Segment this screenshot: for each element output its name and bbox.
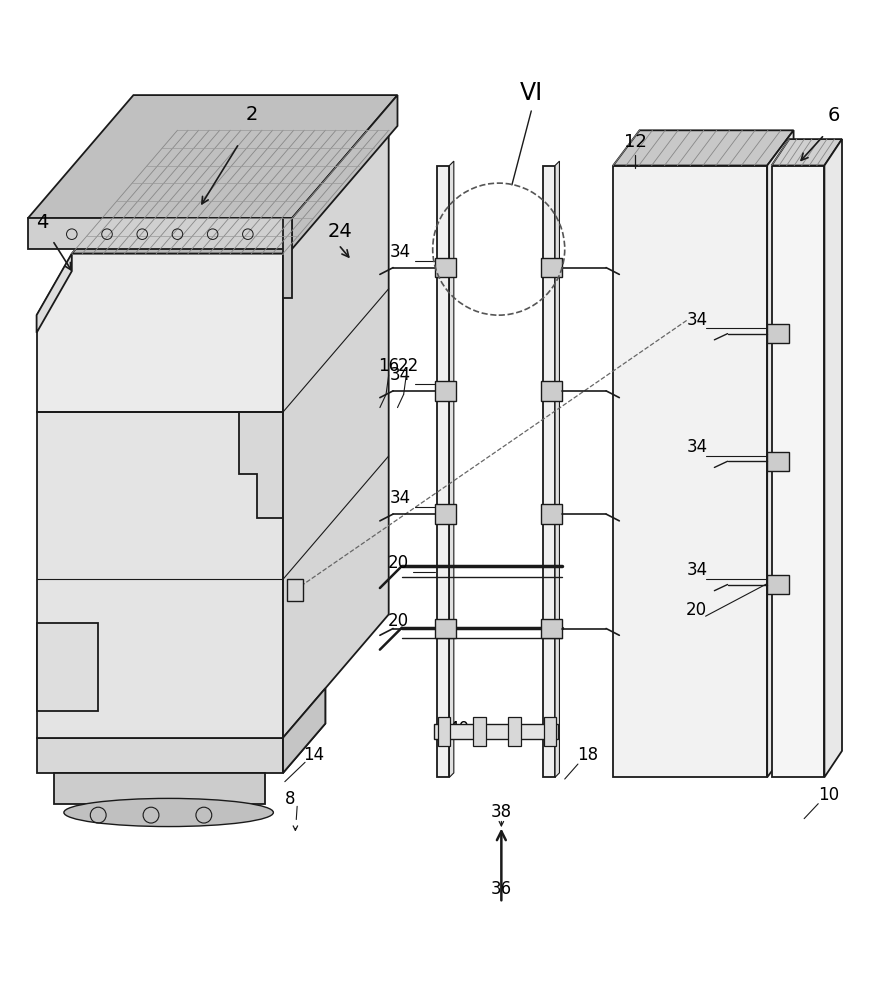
Polygon shape xyxy=(283,688,325,773)
Text: 34: 34 xyxy=(389,366,411,384)
Polygon shape xyxy=(825,139,842,777)
Text: 34: 34 xyxy=(389,243,411,261)
Polygon shape xyxy=(283,130,389,738)
Polygon shape xyxy=(36,412,283,738)
Text: VI: VI xyxy=(520,81,543,105)
Polygon shape xyxy=(555,161,560,777)
Text: 24: 24 xyxy=(328,222,352,241)
Polygon shape xyxy=(767,452,789,471)
Bar xyxy=(36,623,98,711)
Text: 2: 2 xyxy=(246,105,259,124)
Text: 4: 4 xyxy=(35,213,48,232)
Polygon shape xyxy=(36,254,283,412)
Bar xyxy=(437,166,449,777)
Text: 12: 12 xyxy=(623,133,646,151)
Text: 10: 10 xyxy=(819,786,840,804)
Polygon shape xyxy=(27,95,397,218)
Polygon shape xyxy=(239,412,283,518)
Text: 8: 8 xyxy=(285,790,295,808)
Text: 38: 38 xyxy=(491,803,512,821)
Bar xyxy=(544,717,556,746)
Polygon shape xyxy=(541,258,562,277)
Bar xyxy=(473,717,486,746)
Polygon shape xyxy=(613,130,794,166)
Bar xyxy=(509,717,521,746)
Text: 40: 40 xyxy=(449,720,470,738)
Text: 36: 36 xyxy=(491,880,512,898)
Polygon shape xyxy=(435,258,457,277)
Bar xyxy=(434,724,558,739)
Bar xyxy=(543,166,555,777)
Bar xyxy=(438,717,450,746)
Polygon shape xyxy=(435,381,457,401)
Text: 16: 16 xyxy=(378,357,399,375)
Text: 20: 20 xyxy=(388,554,409,572)
Polygon shape xyxy=(449,161,454,777)
Polygon shape xyxy=(27,218,292,249)
Polygon shape xyxy=(72,130,389,254)
Bar xyxy=(288,579,303,601)
Text: 20: 20 xyxy=(388,612,409,630)
Text: 20: 20 xyxy=(686,601,707,619)
Text: 18: 18 xyxy=(577,746,598,764)
Polygon shape xyxy=(36,254,72,333)
Polygon shape xyxy=(541,381,562,401)
Polygon shape xyxy=(767,130,794,777)
Text: 34: 34 xyxy=(389,489,411,507)
Text: 34: 34 xyxy=(686,438,707,456)
Polygon shape xyxy=(541,504,562,524)
Polygon shape xyxy=(767,575,789,594)
Text: 34: 34 xyxy=(686,561,707,579)
Bar xyxy=(613,166,767,777)
Polygon shape xyxy=(283,688,325,773)
Text: 22: 22 xyxy=(397,357,419,375)
Polygon shape xyxy=(36,738,283,773)
Polygon shape xyxy=(292,95,397,249)
Text: 6: 6 xyxy=(828,106,841,125)
Polygon shape xyxy=(435,504,457,524)
Ellipse shape xyxy=(64,798,274,827)
Polygon shape xyxy=(541,619,562,638)
Polygon shape xyxy=(772,139,842,166)
Polygon shape xyxy=(767,324,789,343)
Text: 14: 14 xyxy=(303,746,324,764)
Polygon shape xyxy=(435,619,457,638)
Polygon shape xyxy=(54,773,266,804)
Bar xyxy=(772,166,825,777)
Text: 34: 34 xyxy=(686,311,707,329)
Polygon shape xyxy=(283,218,292,298)
